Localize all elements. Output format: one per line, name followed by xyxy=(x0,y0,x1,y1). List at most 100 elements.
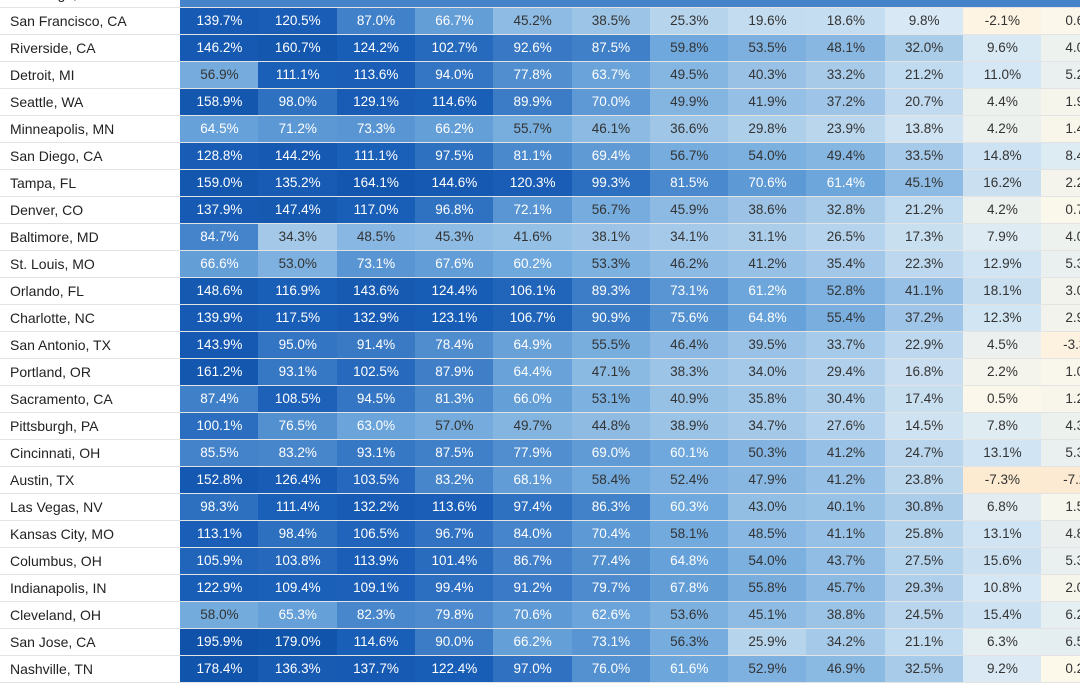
heatmap-cell: 123.1% xyxy=(414,305,494,331)
heatmap-cell: 41.2% xyxy=(728,251,807,277)
heatmap-cell: 91.2% xyxy=(493,575,573,601)
heatmap-cell: 49.4% xyxy=(806,143,886,169)
city-label: Nashville, TN xyxy=(10,661,93,677)
heatmap-cell: 24.7% xyxy=(884,440,964,466)
city-label: Orlando, FL xyxy=(10,283,84,299)
heatmap-cell: 77.9% xyxy=(493,440,573,466)
heatmap-cell: 19.6% xyxy=(728,8,807,34)
heatmap-cell: 161.2% xyxy=(180,359,259,385)
heatmap-cell: 4.3% xyxy=(1041,413,1080,439)
heatmap-cell: 6.3% xyxy=(963,629,1042,655)
heatmap-cell: 5.3% xyxy=(1041,440,1080,466)
heatmap-cell: 55.7% xyxy=(493,116,573,142)
heatmap-cell xyxy=(180,0,259,7)
heatmap-cell: 96.8% xyxy=(414,197,494,223)
heatmap-cell xyxy=(963,0,1042,7)
heatmap-cell: 34.1% xyxy=(649,224,729,250)
heatmap-cell: 33.7% xyxy=(806,332,886,358)
heatmap-cell: 24.5% xyxy=(884,602,964,628)
heatmap-cell: 17.3% xyxy=(884,224,964,250)
table-row: San Francisco, CA 139.7% 120.5% 87.0% 66.7% 4… xyxy=(0,8,1080,35)
heatmap-cell: 73.1% xyxy=(649,278,729,304)
heatmap-cell: 27.5% xyxy=(884,548,964,574)
heatmap-cell: 99.4% xyxy=(414,575,494,601)
heatmap-cell: 38.8% xyxy=(806,602,886,628)
heatmap-cell: 46.2% xyxy=(649,251,729,277)
heatmap-cell: 0.2% xyxy=(1041,656,1080,682)
city-label: Indianapolis, IN xyxy=(10,580,107,596)
heatmap-cell: 146.2% xyxy=(180,35,259,61)
heatmap-cell: 64.5% xyxy=(180,116,259,142)
heatmap-cell: 56.7% xyxy=(571,197,651,223)
heatmap-cell: 38.3% xyxy=(649,359,729,385)
heatmap-cell: 66.2% xyxy=(414,116,494,142)
heatmap-cell xyxy=(258,0,338,7)
heatmap-cell: 78.4% xyxy=(414,332,494,358)
heatmap-cell: 47.1% xyxy=(571,359,651,385)
city-label: San Jose, CA xyxy=(10,634,96,650)
heatmap-cell: 2.2% xyxy=(1041,170,1080,196)
heatmap-cell: 52.8% xyxy=(806,278,886,304)
heatmap-cell: 49.5% xyxy=(649,62,729,88)
heatmap-cell: 41.2% xyxy=(806,467,886,493)
heatmap-cell: 106.5% xyxy=(336,521,416,547)
heatmap-cell: 64.8% xyxy=(728,305,807,331)
heatmap-cell: 102.5% xyxy=(336,359,416,385)
table-row: Kansas City, MO 113.1% 98.4% 106.5% 96.7% 84.… xyxy=(0,521,1080,548)
heatmap-cell: 45.7% xyxy=(806,575,886,601)
heatmap-cell: 114.6% xyxy=(414,89,494,115)
table-row: San Diego, CA 128.8% 144.2% 111.1% 97.5% 81.1… xyxy=(0,143,1080,170)
heatmap-cell: 16.8% xyxy=(884,359,964,385)
heatmap-cell: 101.4% xyxy=(414,548,494,574)
heatmap-cell: 55.4% xyxy=(806,305,886,331)
table-row: Orlando, FL 148.6% 116.9% 143.6% 124.4% 106.1… xyxy=(0,278,1080,305)
heatmap-cell: 45.9% xyxy=(649,197,729,223)
heatmap-cell: 20.7% xyxy=(884,89,964,115)
heatmap-cell: 73.1% xyxy=(336,251,416,277)
heatmap-cell: 124.4% xyxy=(414,278,494,304)
heatmap-cell: 16.2% xyxy=(963,170,1042,196)
heatmap-cell: 66.7% xyxy=(414,8,494,34)
heatmap-cell: 34.0% xyxy=(728,359,807,385)
heatmap-cell: 75.6% xyxy=(649,305,729,331)
heatmap-cell: 21.1% xyxy=(884,629,964,655)
heatmap-cell: 93.1% xyxy=(258,359,338,385)
heatmap-cell: 106.1% xyxy=(493,278,573,304)
heatmap-cell: 17.4% xyxy=(884,386,964,412)
heatmap-cell: 83.2% xyxy=(258,440,338,466)
heatmap-cell: 40.1% xyxy=(806,494,886,520)
heatmap-cell: 72.1% xyxy=(493,197,573,223)
table-row: Baltimore, MD 84.7% 34.3% 48.5% 45.3% 41.6% 38… xyxy=(0,224,1080,251)
heatmap-cell: 82.3% xyxy=(336,602,416,628)
city-label: Portland, OR xyxy=(10,364,91,380)
heatmap-cell: 84.7% xyxy=(180,224,259,250)
heatmap-cell: 132.2% xyxy=(336,494,416,520)
heatmap-cell: 129.1% xyxy=(336,89,416,115)
heatmap-cell: 89.9% xyxy=(493,89,573,115)
heatmap-cell: 53.5% xyxy=(728,35,807,61)
city-label: Cleveland, OH xyxy=(10,607,102,623)
heatmap-cell: 29.4% xyxy=(806,359,886,385)
heatmap-cell: 18.1% xyxy=(963,278,1042,304)
heatmap-cell: 87.4% xyxy=(180,386,259,412)
heatmap-cell xyxy=(728,0,807,7)
heatmap-cell: 144.6% xyxy=(414,170,494,196)
heatmap-cell: 14.5% xyxy=(884,413,964,439)
heatmap-cell: 103.5% xyxy=(336,467,416,493)
heatmap-cell: -2.1% xyxy=(963,8,1042,34)
heatmap-cell: 4.2% xyxy=(963,197,1042,223)
heatmap-cell: 4.0% xyxy=(1041,224,1080,250)
heatmap-cell: 40.3% xyxy=(728,62,807,88)
heatmap-cell: 89.3% xyxy=(571,278,651,304)
heatmap-cell: 9.6% xyxy=(963,35,1042,61)
heatmap-cell: 33.5% xyxy=(884,143,964,169)
heatmap-cell: 49.7% xyxy=(493,413,573,439)
heatmap-cell: 60.2% xyxy=(493,251,573,277)
heatmap-cell: 45.1% xyxy=(884,170,964,196)
heatmap-cell: 81.1% xyxy=(493,143,573,169)
city-label: Tampa, FL xyxy=(10,175,77,191)
heatmap-cell: 113.6% xyxy=(414,494,494,520)
table-row: San Jose, CA 195.9% 179.0% 114.6% 90.0% 66.2%… xyxy=(0,629,1080,656)
heatmap-cell: 126.4% xyxy=(258,467,338,493)
heatmap-cell: 25.3% xyxy=(649,8,729,34)
